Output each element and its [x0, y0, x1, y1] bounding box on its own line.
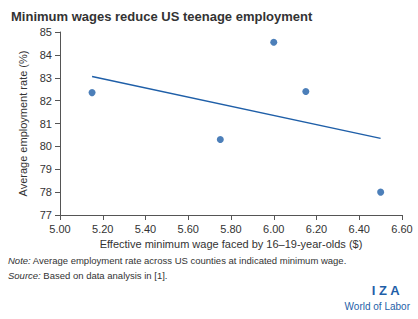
svg-text:World of Labor: World of Labor	[345, 301, 411, 312]
svg-text:5.40: 5.40	[135, 223, 156, 235]
svg-text:79: 79	[40, 163, 52, 175]
svg-text:Minimum wages reduce US teenag: Minimum wages reduce US teenage employme…	[11, 9, 313, 24]
svg-text:78: 78	[40, 186, 52, 198]
svg-text:I Z A: I Z A	[372, 283, 400, 298]
svg-text:Source:: Source:	[8, 270, 41, 281]
svg-text:81: 81	[40, 118, 52, 130]
svg-text:80: 80	[40, 140, 52, 152]
svg-text:Average employment rate across: Average employment rate across US counti…	[31, 255, 347, 266]
svg-text:77: 77	[40, 209, 52, 221]
svg-text:5.20: 5.20	[92, 223, 113, 235]
svg-text:Effective minimum wage faced b: Effective minimum wage faced by 16–19-ye…	[100, 238, 363, 250]
svg-text:Average employment rate (%): Average employment rate (%)	[17, 51, 29, 197]
svg-text:5.00: 5.00	[49, 223, 70, 235]
svg-text:83: 83	[40, 72, 52, 84]
svg-text:6.00: 6.00	[263, 223, 284, 235]
svg-text:5.80: 5.80	[220, 223, 241, 235]
svg-text:85: 85	[40, 26, 52, 38]
svg-text:6.40: 6.40	[349, 223, 370, 235]
svg-text:82: 82	[40, 95, 52, 107]
svg-text:Based on data analysis in [1].: Based on data analysis in [1].	[41, 270, 168, 281]
svg-text:6.20: 6.20	[306, 223, 327, 235]
svg-text:Note:: Note:	[8, 255, 31, 266]
svg-text:6.60: 6.60	[391, 223, 412, 235]
svg-text:84: 84	[40, 49, 52, 61]
svg-text:5.60: 5.60	[178, 223, 199, 235]
